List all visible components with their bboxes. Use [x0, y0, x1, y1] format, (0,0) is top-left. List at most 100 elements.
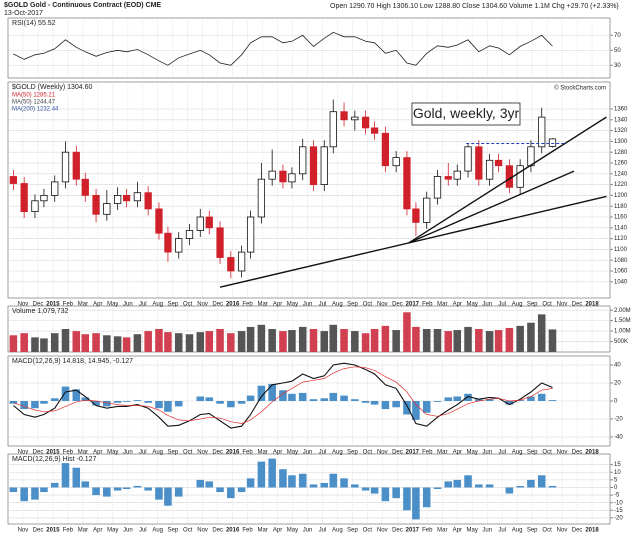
x-tick-label: 2018: [585, 302, 599, 308]
x-tick-label: Nov: [557, 528, 568, 534]
candle-body: [61, 151, 70, 183]
panel-title: Volume 1,079,732: [12, 308, 69, 315]
candle-body: [329, 111, 337, 148]
x-tick-label: Aug: [152, 302, 163, 308]
candle-body: [412, 208, 420, 223]
candle-body: [81, 178, 89, 196]
bar: [392, 330, 400, 352]
bar: [392, 401, 400, 408]
bar: [422, 329, 431, 352]
x-tick-label: Mar: [437, 528, 447, 534]
bar: [61, 386, 70, 401]
bar: [81, 397, 90, 401]
x-tick-label: Feb: [242, 450, 253, 456]
bar: [279, 469, 287, 488]
x-tick-label: Nov: [557, 302, 568, 308]
bar: [164, 332, 172, 352]
bar: [122, 401, 131, 402]
bar: [444, 331, 453, 352]
bar: [257, 324, 266, 352]
bar: [288, 475, 296, 488]
bar: [216, 401, 224, 404]
bar: [50, 482, 59, 488]
x-tick-label: Jun: [123, 302, 133, 308]
candle-body: [92, 194, 100, 215]
x-tick-label: Dec: [392, 450, 403, 456]
bar: [320, 398, 329, 401]
bar: [9, 487, 18, 493]
bar: [329, 392, 338, 401]
x-tick-label: 2015: [46, 450, 60, 456]
bar: [205, 331, 214, 352]
x-tick-label: Oct: [542, 450, 552, 456]
x-tick-label: Apr: [93, 528, 102, 534]
x-tick-label: Jun: [482, 302, 492, 308]
candle-body: [403, 157, 411, 210]
bar: [246, 478, 255, 488]
candle-body: [340, 111, 348, 121]
candle-body: [9, 176, 18, 184]
x-tick-label: May: [287, 528, 298, 534]
y-tick-label: -20: [614, 515, 623, 521]
bar: [444, 481, 453, 488]
bar: [246, 395, 255, 401]
bar: [72, 331, 81, 352]
candle-body: [475, 146, 483, 180]
y-tick-label: 1100: [614, 247, 628, 253]
y-tick-label: 1320: [614, 128, 628, 134]
bar: [174, 401, 183, 407]
bar: [433, 401, 442, 402]
indicator-label: MA(50) 1285.21: [12, 93, 56, 99]
bar: [205, 397, 214, 401]
candle-body: [205, 216, 213, 229]
x-tick-label: Jun: [123, 450, 133, 456]
trendline: [408, 116, 607, 244]
candle-body: [538, 116, 546, 148]
x-tick-label: Apr: [453, 302, 462, 308]
bar: [20, 333, 28, 352]
x-tick-label: Nov: [18, 528, 29, 534]
x-tick-label: Apr: [273, 528, 282, 534]
y-tick-label: 1200: [614, 193, 628, 199]
bar: [381, 487, 390, 502]
y-tick-label: 0: [614, 485, 618, 491]
x-tick-label: Apr: [453, 450, 462, 456]
x-tick-label: Dec: [572, 450, 583, 456]
y-tick-label: 10: [614, 470, 621, 476]
bar: [505, 487, 514, 494]
x-tick-label: May: [287, 450, 298, 456]
x-tick-label: Dec: [392, 302, 403, 308]
credit: © StockCharts.com: [554, 85, 606, 92]
y-tick-label: 1300: [614, 139, 628, 145]
bar: [31, 401, 39, 409]
y-tick-label: 0: [614, 399, 618, 405]
y-tick-label: 1140: [614, 225, 628, 231]
bar: [361, 333, 370, 352]
candle-body: [494, 159, 503, 167]
x-tick-label: Mar: [257, 450, 267, 456]
bar: [412, 326, 420, 352]
bar: [433, 329, 442, 352]
bar: [433, 487, 442, 489]
x-tick-label: Feb: [422, 302, 433, 308]
bar: [351, 484, 359, 488]
x-tick-label: Oct: [542, 302, 552, 308]
bar: [298, 473, 307, 488]
candle-body: [216, 227, 224, 258]
bar: [403, 487, 411, 511]
x-tick-label: Jun: [482, 450, 492, 456]
bar: [144, 331, 152, 352]
bar: [144, 401, 152, 403]
x-tick-label: Dec: [212, 302, 223, 308]
x-tick-label: Nov: [197, 450, 208, 456]
x-tick-label: Sep: [167, 528, 178, 534]
x-tick-label: Mar: [78, 302, 88, 308]
bar: [288, 393, 296, 401]
bar: [133, 485, 142, 488]
bar: [133, 400, 142, 401]
date: 13-Oct-2017: [4, 10, 43, 17]
bar: [216, 329, 224, 352]
y-tick-label: 1340: [614, 117, 628, 123]
bar: [113, 401, 122, 403]
